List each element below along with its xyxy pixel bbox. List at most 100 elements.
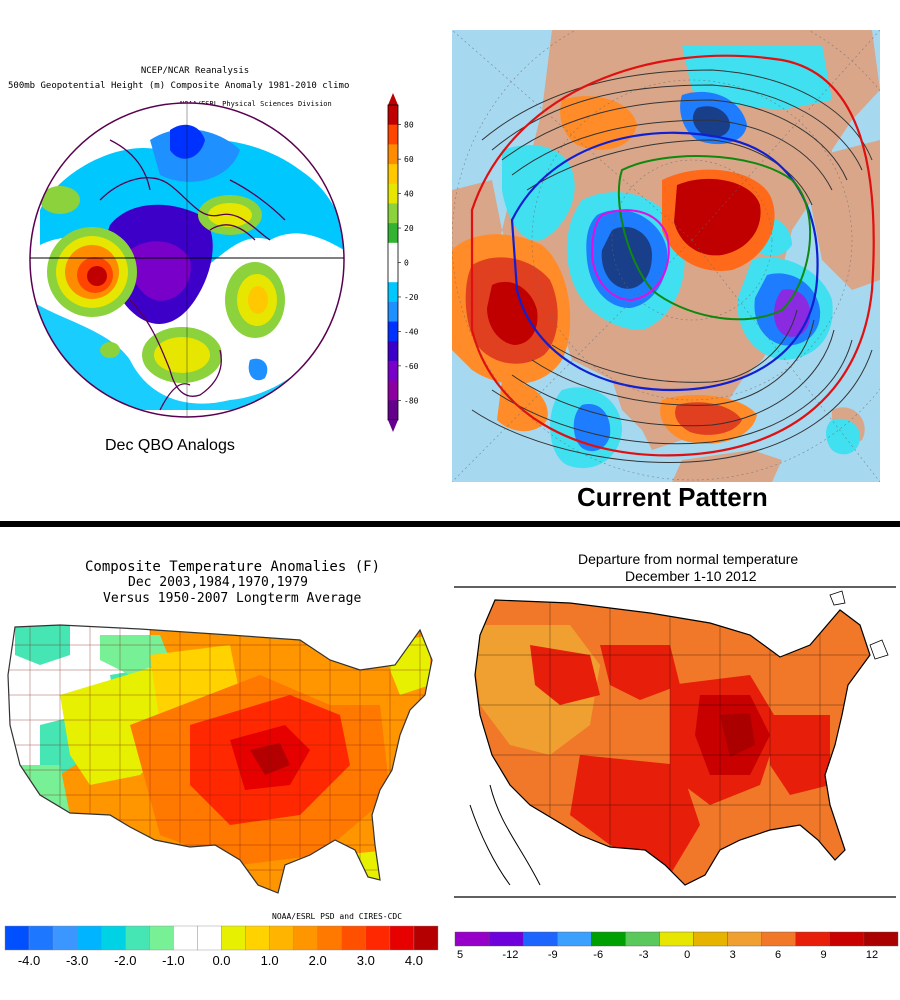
reanalysis-credit: NOAA/ESRL Physical Sciences Division bbox=[180, 100, 332, 108]
scale-swatch bbox=[557, 931, 592, 947]
colorbar-tick-label: -20 bbox=[404, 293, 419, 302]
scale-swatch bbox=[221, 925, 246, 951]
colorbar-top-arrow bbox=[388, 93, 398, 105]
scale-swatch bbox=[659, 931, 694, 947]
current-pattern-panel: Current Pattern bbox=[452, 30, 880, 520]
composite-baseline: Versus 1950-2007 Longterm Average bbox=[103, 591, 362, 606]
colorbar-tick-label: -40 bbox=[404, 327, 419, 336]
scale-swatch bbox=[488, 931, 524, 947]
colorbar-tick-label: -60 bbox=[404, 362, 419, 371]
colorbar-tick-label: 0 bbox=[404, 259, 409, 268]
colorbar-swatch bbox=[388, 282, 398, 303]
colorbar-swatch bbox=[388, 242, 398, 263]
composite-color-scale: -4.0 -3.0 -2.0 -1.0 0.0 1.0 2.0 3.0 4.0 bbox=[4, 925, 439, 968]
polar-colorbar: 80 60 40 20 0 -20 -40 -60 -80 bbox=[387, 93, 419, 432]
scale-swatch bbox=[76, 925, 102, 951]
reanalysis-subtitle: 500mb Geopotential Height (m) Composite … bbox=[8, 81, 350, 91]
scale-swatch bbox=[4, 925, 30, 951]
scale-swatch bbox=[761, 931, 796, 947]
scale-tick-label: 3 bbox=[730, 949, 736, 961]
colorbar-swatch bbox=[388, 164, 398, 185]
scale-tick-label: 2.0 bbox=[309, 953, 327, 968]
scale-tick-label: 4.0 bbox=[405, 953, 423, 968]
composite-anomaly-panel: Composite Temperature Anomalies (F) Dec … bbox=[0, 527, 450, 1000]
scale-swatch bbox=[28, 925, 54, 951]
colorbar-swatch bbox=[388, 321, 398, 342]
scale-swatch bbox=[522, 931, 558, 947]
scale-tick-label: 0.0 bbox=[212, 953, 230, 968]
colorbar-swatch bbox=[388, 301, 398, 323]
scale-swatch bbox=[727, 931, 762, 947]
scale-swatch bbox=[863, 931, 899, 947]
scale-tick-label: -6 bbox=[593, 949, 603, 961]
scale-swatch bbox=[173, 925, 198, 951]
colorbar-swatch bbox=[388, 223, 398, 244]
departure-dates: December 1-10 2012 bbox=[625, 568, 757, 584]
colorbar-swatch bbox=[388, 400, 398, 421]
colorbar-tick-label: -80 bbox=[404, 396, 419, 405]
scale-tick-label: 9 bbox=[820, 949, 826, 961]
scale-tick-label: -4.0 bbox=[18, 953, 40, 968]
scale-tick-label: -12 bbox=[502, 949, 518, 961]
colorbar-swatch bbox=[388, 203, 398, 224]
colorbar-swatch bbox=[388, 380, 398, 401]
colorbar-tick-label: 40 bbox=[404, 190, 414, 199]
scale-swatch bbox=[125, 925, 150, 951]
current-pattern-map bbox=[452, 30, 880, 482]
departure-us-map bbox=[454, 586, 896, 898]
polar-anomaly-map bbox=[29, 102, 345, 418]
scale-swatch bbox=[591, 931, 626, 947]
colorbar-swatch bbox=[388, 360, 398, 382]
scale-swatch bbox=[149, 925, 174, 951]
colorbar-tick-label: 60 bbox=[404, 155, 414, 164]
colorbar-swatch bbox=[388, 341, 398, 362]
current-pattern-caption: Current Pattern bbox=[577, 482, 768, 512]
scale-swatch bbox=[389, 925, 415, 951]
composite-credit: NOAA/ESRL PSD and CIRES-CDC bbox=[272, 912, 403, 921]
scale-swatch bbox=[269, 925, 294, 951]
composite-years: Dec 2003,1984,1970,1979 bbox=[128, 575, 309, 590]
scale-tick-label: 5 bbox=[457, 949, 463, 961]
scale-swatch bbox=[293, 925, 318, 951]
colorbar-swatch bbox=[388, 144, 398, 165]
scale-swatch bbox=[341, 925, 367, 951]
scale-swatch bbox=[101, 925, 126, 951]
colorbar-tick-label: 80 bbox=[404, 121, 414, 130]
scale-swatch bbox=[454, 931, 490, 947]
scale-tick-label: -3 bbox=[639, 949, 649, 961]
scale-swatch bbox=[693, 931, 728, 947]
scale-swatch bbox=[795, 931, 831, 947]
reanalysis-title: NCEP/NCAR Reanalysis bbox=[140, 66, 250, 76]
scale-tick-label: 12 bbox=[866, 949, 878, 961]
colorbar-swatch bbox=[388, 105, 398, 126]
departure-panel: Departure from normal temperature Decemb… bbox=[450, 527, 900, 1000]
colorbar-tick-label: 20 bbox=[404, 224, 414, 233]
scale-swatch bbox=[52, 925, 78, 951]
scale-swatch bbox=[413, 925, 439, 951]
panel-divider bbox=[0, 521, 900, 527]
qbo-analog-panel: NCEP/NCAR Reanalysis 500mb Geopotential … bbox=[0, 0, 440, 520]
departure-title: Departure from normal temperature bbox=[578, 551, 799, 567]
colorbar-swatch bbox=[388, 183, 398, 204]
departure-color-scale: 5 -12 -9 -6 -3 0 3 6 9 12 bbox=[454, 931, 899, 961]
scale-swatch bbox=[365, 925, 391, 951]
scale-tick-label: 0 bbox=[684, 949, 690, 961]
scale-tick-label: -2.0 bbox=[114, 953, 136, 968]
scale-tick-label: 3.0 bbox=[357, 953, 375, 968]
scale-tick-label: -9 bbox=[548, 949, 558, 961]
scale-tick-label: 1.0 bbox=[261, 953, 279, 968]
scale-tick-label: 6 bbox=[775, 949, 781, 961]
scale-tick-label: -3.0 bbox=[66, 953, 88, 968]
colorbar-swatch bbox=[388, 124, 398, 145]
qbo-caption: Dec QBO Analogs bbox=[105, 437, 235, 454]
composite-title: Composite Temperature Anomalies (F) bbox=[85, 559, 381, 575]
scale-swatch bbox=[625, 931, 660, 947]
colorbar-swatch bbox=[388, 262, 398, 283]
scale-swatch bbox=[245, 925, 270, 951]
scale-swatch bbox=[829, 931, 865, 947]
scale-tick-label: -1.0 bbox=[162, 953, 184, 968]
scale-swatch bbox=[197, 925, 222, 951]
scale-swatch bbox=[317, 925, 342, 951]
composite-us-map bbox=[7, 624, 433, 894]
colorbar-bottom-arrow bbox=[388, 420, 398, 432]
